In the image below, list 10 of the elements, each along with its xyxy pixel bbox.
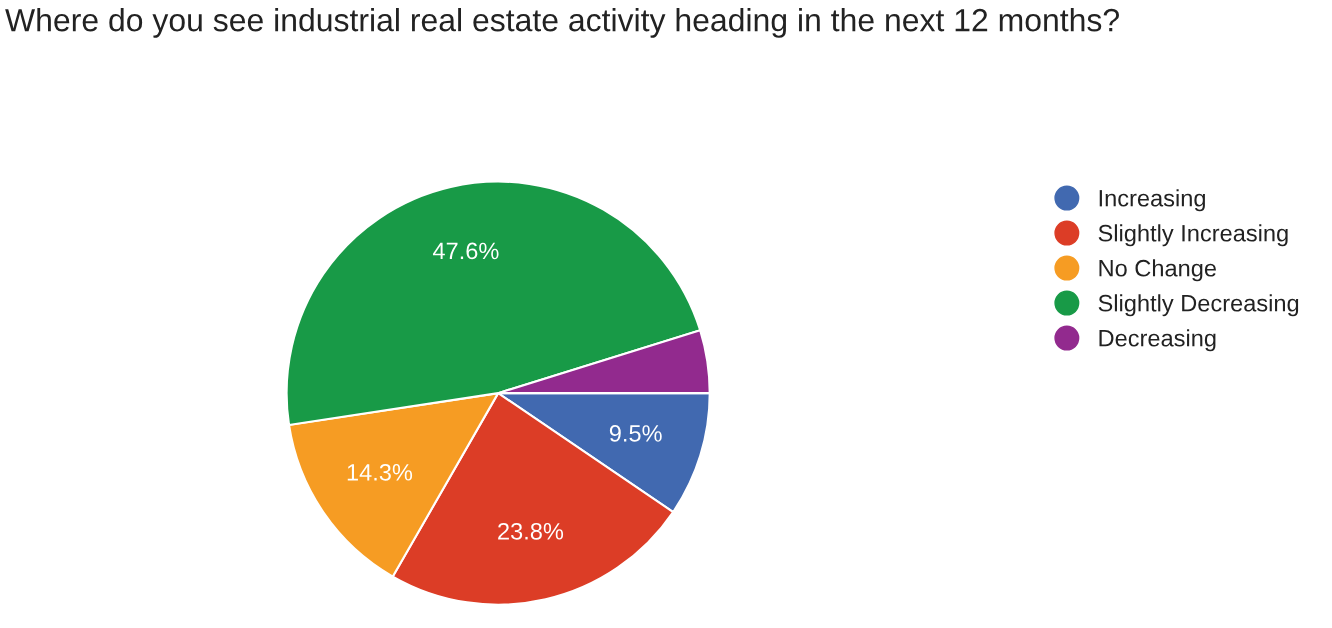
legend-label: Slightly Decreasing	[1098, 294, 1299, 317]
data-label: 14.3%	[347, 463, 413, 481]
data-label: 47.6%	[432, 242, 499, 260]
legend-label: Increasing	[1099, 189, 1205, 212]
chart-title: Where do you see industrial real estate activity heading in the next 12 months?	[5, 8, 1119, 38]
legend-label: No Change	[1099, 259, 1216, 282]
legend-label: Decreasing	[1099, 329, 1216, 352]
data-label: 23.8%	[498, 522, 564, 540]
data-label: 9.5%	[609, 425, 662, 442]
legend-label: Slightly Increasing	[1098, 224, 1288, 247]
